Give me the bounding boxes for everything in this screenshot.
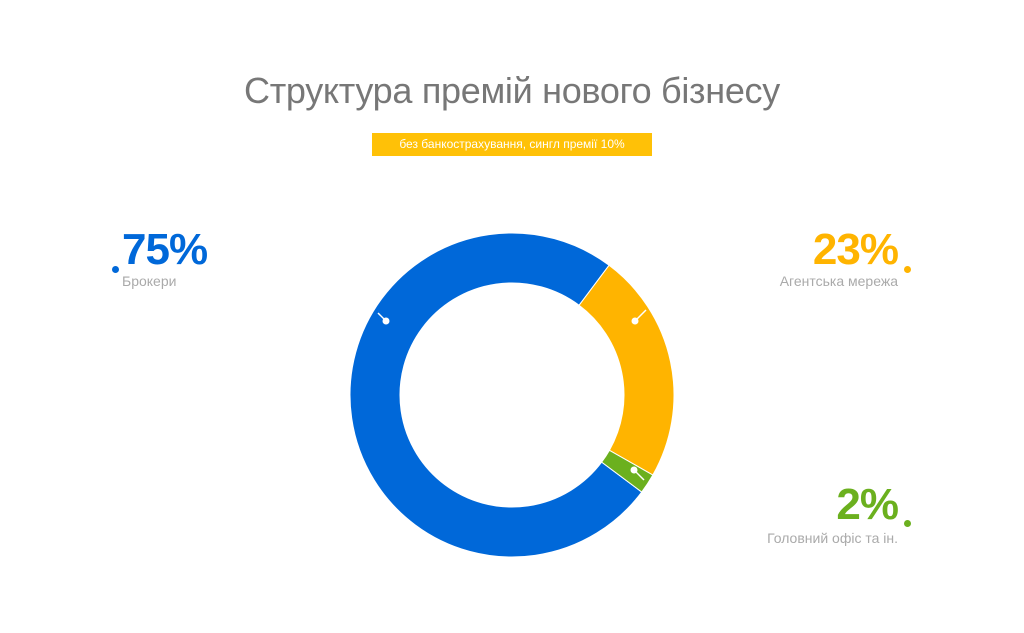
pin-dot [631, 317, 639, 325]
percent-brokers: 75% [122, 225, 208, 274]
legend-dot-agency [904, 266, 911, 273]
pin-dot [630, 466, 638, 474]
chart-title: Структура премій нового бізнесу [244, 70, 780, 111]
label-agency: Агентська мережа [779, 273, 898, 289]
legend-dot-brokers [112, 266, 119, 273]
label-head-office: Головний офіс та ін. [767, 530, 898, 546]
percent-agency: 23% [812, 225, 899, 274]
slice-agency [578, 264, 675, 476]
slice-brokers [349, 232, 643, 558]
donut-slices [349, 232, 675, 558]
percent-head-office: 2% [836, 480, 899, 529]
pin-dot [382, 317, 390, 325]
label-brokers: Брокери [122, 273, 177, 289]
legend-dot-head-office [904, 520, 911, 527]
slice-head-office [600, 449, 654, 493]
subtitle-badge: без банкострахування, сингл премії 10% [372, 133, 652, 156]
